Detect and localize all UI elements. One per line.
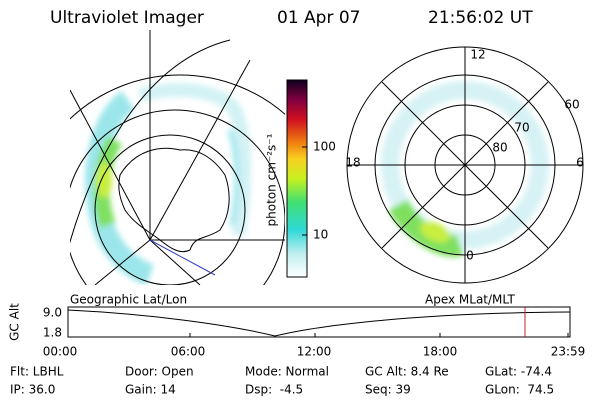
y-axis-label: GC Alt xyxy=(8,303,22,341)
status-field: Gain: 14 xyxy=(125,383,176,397)
mlt-label: 0 xyxy=(466,249,474,263)
status-field: Seq: 39 xyxy=(365,383,411,397)
x-tick-label: 00:00 xyxy=(43,345,78,359)
status-field: GLon: 74.5 xyxy=(485,383,554,397)
colorbar xyxy=(286,79,308,278)
status-field: Mode: Normal xyxy=(245,365,329,379)
y-tick-label: 1.8 xyxy=(43,326,62,340)
panel-label: Geographic Lat/Lon xyxy=(70,293,187,307)
status-field: Door: Open xyxy=(125,365,194,379)
mlt-label: 6 xyxy=(576,156,584,170)
status-field: Flt: LBHL xyxy=(10,365,64,379)
mlt-label: 18 xyxy=(345,156,360,170)
colorbar-tick-label: 100 xyxy=(313,140,336,154)
time: 21:56:02 UT xyxy=(428,8,533,28)
colorbar-tick-label: 10 xyxy=(313,228,328,242)
x-tick-label: 18:00 xyxy=(423,345,458,359)
footer: Flt: LBHL Door: Open Mode: Normal GC Alt: 8… xyxy=(10,365,554,397)
polar-image xyxy=(346,46,584,284)
mlat-label: 70 xyxy=(514,121,529,135)
date: 01 Apr 07 xyxy=(277,8,360,28)
mlat-label: 80 xyxy=(492,141,507,155)
panel-label: Apex MLat/MLT xyxy=(425,293,515,307)
status-field: GLat: -74.4 xyxy=(485,365,552,379)
y-tick-label: 9.0 xyxy=(43,306,62,320)
geographic-image xyxy=(70,30,285,285)
title: Ultraviolet Imager xyxy=(50,8,204,28)
mlat-label: 60 xyxy=(564,98,579,112)
altitude-plot xyxy=(67,306,571,338)
x-tick-label: 12:00 xyxy=(297,345,332,359)
mlt-label: 12 xyxy=(470,48,485,62)
x-tick-label: 23:59 xyxy=(551,345,586,359)
status-field: GC Alt: 8.4 Re xyxy=(365,365,449,379)
x-tick-label: 06:00 xyxy=(171,345,206,359)
colorbar-label: photon cm⁻²s⁻¹ xyxy=(265,133,279,226)
status-field: IP: 36.0 xyxy=(10,383,55,397)
status-field: Dsp: -4.5 xyxy=(245,383,303,397)
